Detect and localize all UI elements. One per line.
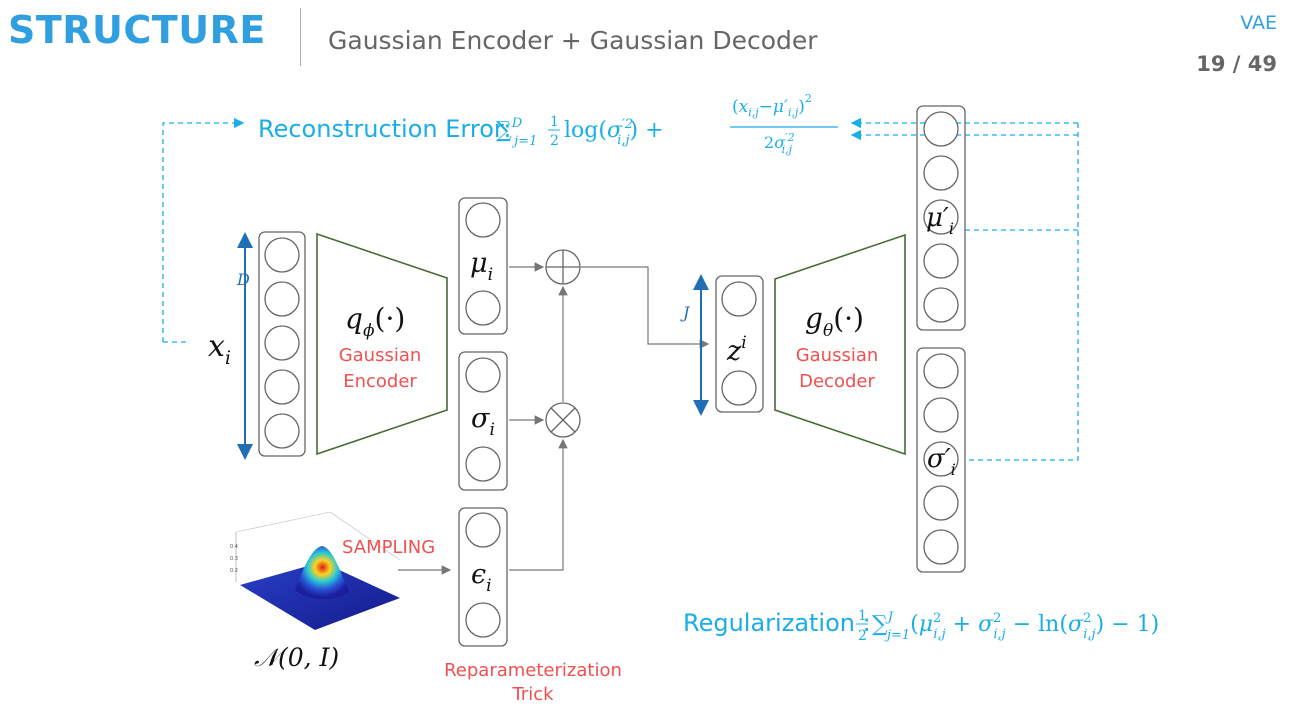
dim-J-label: J xyxy=(680,303,691,322)
decoder-name-line1: Gaussian xyxy=(796,345,879,366)
mu-out-node xyxy=(923,111,959,147)
recon-numerator: (xi,j−μ′i,j)2 xyxy=(732,92,812,119)
epsilon-node xyxy=(465,602,501,638)
plot-bell xyxy=(295,546,350,600)
plus-to-z-arrow xyxy=(581,266,710,349)
gaussian-surface-plot: 0.4 0.3 0.2 xyxy=(230,511,401,630)
reconstruction-label: Reconstruction Error: xyxy=(258,115,511,143)
epsilon-to-times-arrow xyxy=(509,438,568,571)
input-node xyxy=(264,413,300,449)
mu-node xyxy=(465,290,501,326)
sigma-out-node xyxy=(923,353,959,389)
sigma-out-node xyxy=(923,397,959,433)
mu-out-node xyxy=(923,243,959,279)
mu-node xyxy=(465,202,501,238)
normal-distribution-label: 𝒩(0, I) xyxy=(254,643,339,672)
encoder-name-line1: Gaussian xyxy=(339,345,422,366)
log-term: log(σ′2 i,j) + xyxy=(564,117,664,148)
sigma-node-column xyxy=(458,351,508,491)
z-node xyxy=(721,370,757,406)
sigma-out-node xyxy=(923,485,959,521)
reparam-label-line2: Trick xyxy=(511,684,554,705)
plot-tick: 0.4 xyxy=(230,544,238,550)
sigma-node xyxy=(465,446,501,482)
encoder-trapezoid xyxy=(316,232,448,456)
input-x-label: xi xyxy=(208,329,231,369)
z-node xyxy=(721,281,757,317)
reg-sum-expression: ∑J j=1(μ2 i,j + σ2 i,j − ln(σ2 i,j) − 1) xyxy=(872,610,1159,643)
mu-node-column xyxy=(458,197,508,335)
epsilon-node-column xyxy=(458,507,508,647)
sigma-out-node xyxy=(923,441,959,477)
topic-tag: VAE xyxy=(1240,12,1277,34)
dim-D-label: D xyxy=(236,270,250,289)
plus-operator xyxy=(545,249,581,285)
regularization-label: Regularization : xyxy=(683,609,871,637)
mu-out-node-column xyxy=(916,105,966,331)
epsilon-column-frame xyxy=(458,507,508,647)
reconstruction-formula: Reconstruction Error: ∑D j=1 1 2 log(σ′2 i… xyxy=(258,92,838,156)
z-label: zi xyxy=(726,333,747,367)
times-d2 xyxy=(550,407,576,433)
sigma-node xyxy=(465,357,501,393)
mu-out-column-frame xyxy=(916,105,966,331)
mu-out-label: μ′i xyxy=(926,203,954,238)
sigma-column-frame xyxy=(458,351,508,491)
input-node xyxy=(264,237,300,273)
input-node xyxy=(264,325,300,361)
decoder-function: gθ(·) xyxy=(805,302,864,341)
plot-tick: 0.3 xyxy=(230,556,238,562)
input-node xyxy=(264,369,300,405)
mu-out-node xyxy=(923,287,959,323)
decoder-name-line2: Decoder xyxy=(799,371,875,392)
input-node-column xyxy=(258,231,306,457)
sampling-label: SAMPLING xyxy=(342,537,435,558)
slide-title: STRUCTURE xyxy=(8,8,266,52)
input-to-recon-arrow xyxy=(162,117,245,342)
times-operator xyxy=(545,402,581,438)
epsilon-node xyxy=(465,512,501,548)
plot-back-edge xyxy=(329,511,401,561)
input-node xyxy=(264,281,300,317)
mu-out-node xyxy=(923,155,959,191)
decoder-trapezoid xyxy=(774,233,906,456)
sigma-out-label: σ′i xyxy=(927,444,956,479)
mu-label: μi xyxy=(470,248,493,285)
encoder-name-line2: Encoder xyxy=(343,371,417,392)
sigma-out-dash xyxy=(965,123,1079,461)
half-den: 2 xyxy=(550,133,559,149)
sigma-out-node xyxy=(923,529,959,565)
z-node-column xyxy=(715,275,764,413)
mu-column-frame xyxy=(458,197,508,335)
recon-denominator: 2σ′2 i,j xyxy=(764,131,795,156)
sigma-out-column-frame xyxy=(916,347,966,573)
sigma-label: σi xyxy=(471,403,495,440)
reconstruction-sum: ∑D j=1 xyxy=(496,116,537,149)
z-column-frame xyxy=(715,275,764,413)
plot-tick: 0.2 xyxy=(230,568,238,574)
reg-half-den: 2 xyxy=(858,628,867,644)
epsilon-label: ϵi xyxy=(471,559,492,596)
regularization-formula: Regularization : 1 2 ∑J j=1(μ2 i,j + σ2 i,j… xyxy=(683,608,1159,644)
half-num: 1 xyxy=(550,114,559,130)
title-divider xyxy=(300,8,301,66)
reparam-label-line1: Reparameterization xyxy=(444,660,622,681)
input-column-frame xyxy=(258,231,306,457)
sigma-out-node-column xyxy=(916,347,966,573)
page-counter: 19 / 49 xyxy=(1196,52,1277,76)
plot-back-edge xyxy=(235,511,331,533)
reg-half-num: 1 xyxy=(858,608,867,624)
slide-subtitle: Gaussian Encoder + Gaussian Decoder xyxy=(328,26,818,55)
encoder-function: qϕ(·) xyxy=(345,302,405,341)
mu-out-node xyxy=(923,199,959,235)
